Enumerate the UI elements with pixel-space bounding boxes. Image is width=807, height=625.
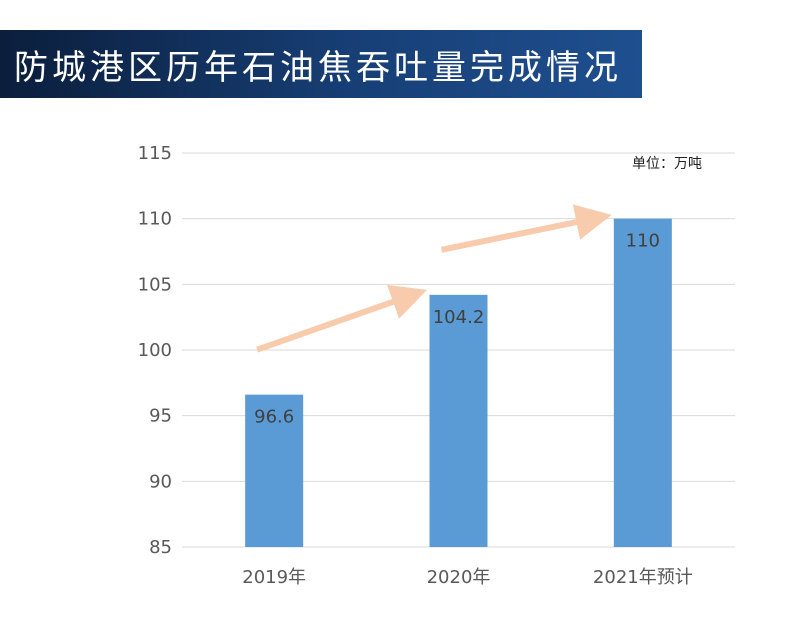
- y-tick-label: 100: [138, 340, 172, 361]
- unit-label: 单位：万吨: [632, 156, 702, 172]
- data-label: 96.6: [254, 407, 294, 428]
- x-tick-label: 2021年预计: [593, 567, 693, 588]
- bar: [429, 294, 488, 547]
- y-tick-label: 95: [149, 406, 172, 427]
- x-tick-label: 2019年: [242, 567, 306, 588]
- chart-title: 防城港区历年石油焦吞吐量完成情况: [14, 47, 622, 88]
- bar: [245, 394, 304, 547]
- y-tick-label: 115: [138, 143, 172, 164]
- y-tick-label: 90: [149, 471, 172, 492]
- data-label: 104.2: [433, 307, 485, 328]
- data-label: 110: [626, 231, 660, 252]
- growth-arrow: [440, 204, 612, 253]
- x-tick-label: 2020年: [427, 567, 491, 588]
- growth-arrow: [256, 284, 427, 353]
- y-tick-label: 110: [138, 209, 172, 230]
- y-tick-label: 85: [149, 537, 172, 558]
- y-tick-label: 105: [138, 274, 172, 295]
- title-banner: 防城港区历年石油焦吞吐量完成情况: [0, 30, 642, 98]
- bar: [613, 218, 672, 547]
